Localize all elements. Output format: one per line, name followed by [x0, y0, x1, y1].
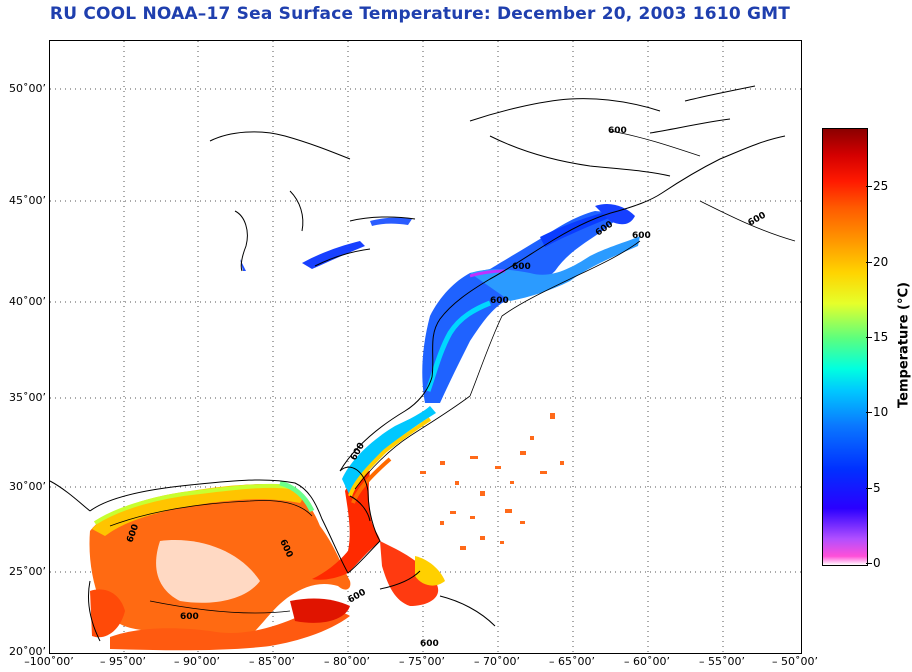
lat-label-50: 50˚00’: [9, 82, 46, 95]
lat-label-40: 40˚00’: [9, 295, 46, 308]
colorbar-tick-mark: [866, 186, 872, 187]
colorbar-label: Temperature (°C): [896, 282, 912, 408]
colorbar-tick-5: 5: [873, 481, 881, 495]
lat-label-45: 45˚00’: [9, 194, 46, 207]
gulf-of-mexico-sst: [89, 480, 351, 651]
isobath-label: 600: [608, 126, 627, 136]
lon-label-85: – 85˚00’: [249, 655, 295, 668]
map-canvas: 600 600 600 600 600 600 600 600 600 600 …: [50, 41, 801, 653]
lon-label-95: – 95˚00’: [100, 655, 146, 668]
isobath-label: 600: [180, 612, 199, 622]
colorbar-tick-mark: [866, 262, 872, 263]
lat-label-30: 30˚00’: [9, 480, 46, 493]
colorbar-tick-10: 10: [873, 405, 889, 419]
isobath-label: 600: [747, 211, 768, 229]
colorbar-tick-mark: [866, 337, 872, 338]
lat-label-35: 35˚00’: [9, 391, 46, 404]
colorbar-tick-mark: [866, 488, 872, 489]
map-title: RU COOL NOAA–17 Sea Surface Temperature:…: [49, 4, 791, 24]
lon-label-55: – 55˚00’: [699, 655, 745, 668]
lon-label-90: – 90˚00’: [174, 655, 220, 668]
temperature-colorbar: [822, 128, 868, 566]
atlantic-sst-patches: [420, 413, 564, 550]
lat-label-20: 20˚00’: [9, 645, 46, 658]
lon-label-60: – 60˚00’: [624, 655, 670, 668]
isobath-600m: [109, 130, 796, 614]
northeast-shelf-sst: [422, 204, 640, 403]
gulf-stream-sst: [312, 406, 445, 606]
colorbar-tick-mark: [866, 563, 872, 564]
lon-label-100: –100˚00’: [24, 655, 74, 668]
isobath-label: 600: [490, 296, 509, 306]
lon-label-65: – 65˚00’: [549, 655, 595, 668]
isobath-label: 600: [347, 588, 368, 606]
isobath-label: 600: [632, 231, 651, 241]
lon-label-80: – 80˚00’: [324, 655, 370, 668]
isobath-label: 600: [512, 262, 531, 272]
lon-label-50: – 50˚00’: [772, 655, 818, 668]
colorbar-tick-20: 20: [873, 255, 889, 269]
colorbar-tick-15: 15: [873, 330, 889, 344]
isobath-label: 600: [420, 639, 439, 649]
colorbar-tick-0: 0: [873, 556, 881, 570]
colorbar-tick-mark: [866, 412, 872, 413]
coastline: [50, 85, 786, 642]
great-lakes-sst: [240, 217, 412, 271]
lon-label-70: – 70˚00’: [474, 655, 520, 668]
sst-map: 600 600 600 600 600 600 600 600 600 600 …: [49, 40, 802, 654]
colorbar-tick-25: 25: [873, 179, 889, 193]
lon-label-75: – 75˚00’: [399, 655, 445, 668]
lat-label-25: 25˚00’: [9, 565, 46, 578]
